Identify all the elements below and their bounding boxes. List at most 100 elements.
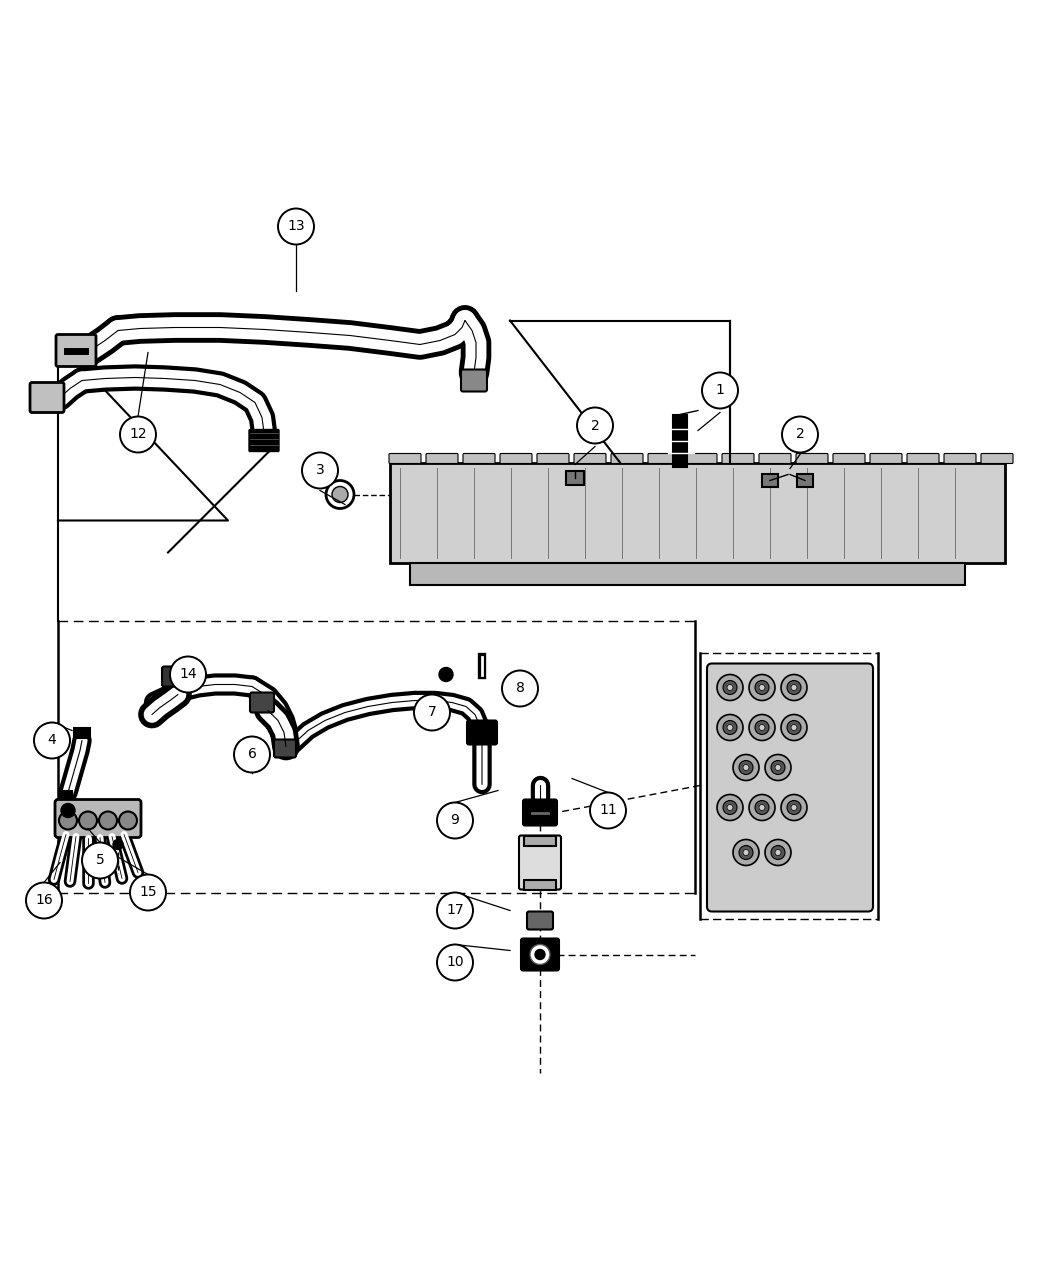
Text: 4: 4 <box>47 733 57 747</box>
FancyBboxPatch shape <box>56 334 96 366</box>
Text: 6: 6 <box>248 747 256 761</box>
Circle shape <box>791 724 797 731</box>
Circle shape <box>326 481 354 509</box>
FancyBboxPatch shape <box>410 562 965 584</box>
FancyBboxPatch shape <box>527 912 553 929</box>
Circle shape <box>130 875 166 910</box>
Circle shape <box>749 714 775 741</box>
FancyBboxPatch shape <box>944 454 977 464</box>
Circle shape <box>437 945 472 980</box>
FancyBboxPatch shape <box>74 728 90 737</box>
Circle shape <box>727 805 733 811</box>
Circle shape <box>727 685 733 691</box>
FancyBboxPatch shape <box>796 454 828 464</box>
Circle shape <box>733 755 759 780</box>
Circle shape <box>717 794 743 821</box>
Circle shape <box>79 811 97 830</box>
FancyBboxPatch shape <box>707 663 873 912</box>
Text: 10: 10 <box>446 955 464 969</box>
FancyBboxPatch shape <box>521 938 559 970</box>
Circle shape <box>278 209 314 245</box>
Text: 2: 2 <box>590 418 600 432</box>
Circle shape <box>59 811 77 830</box>
Text: 7: 7 <box>427 705 437 719</box>
Text: 13: 13 <box>288 219 304 233</box>
Circle shape <box>170 657 206 692</box>
Text: 2: 2 <box>796 427 804 441</box>
Circle shape <box>791 805 797 811</box>
Circle shape <box>502 671 538 706</box>
Circle shape <box>775 849 781 856</box>
Circle shape <box>788 801 801 815</box>
Circle shape <box>302 453 338 488</box>
Text: 16: 16 <box>35 894 52 908</box>
Circle shape <box>578 408 613 444</box>
FancyBboxPatch shape <box>388 454 421 464</box>
Circle shape <box>234 737 270 773</box>
Circle shape <box>775 765 781 770</box>
FancyBboxPatch shape <box>162 667 188 686</box>
Text: 14: 14 <box>180 668 196 682</box>
FancyBboxPatch shape <box>390 463 1005 562</box>
FancyBboxPatch shape <box>981 454 1013 464</box>
FancyBboxPatch shape <box>523 799 556 825</box>
FancyBboxPatch shape <box>685 454 717 464</box>
FancyBboxPatch shape <box>673 414 687 467</box>
Circle shape <box>771 760 785 774</box>
FancyBboxPatch shape <box>249 430 279 451</box>
FancyBboxPatch shape <box>250 692 274 713</box>
Text: 12: 12 <box>129 427 147 441</box>
Circle shape <box>755 681 769 695</box>
FancyBboxPatch shape <box>467 720 497 745</box>
Circle shape <box>590 793 626 829</box>
Text: 17: 17 <box>446 904 464 918</box>
Text: 9: 9 <box>450 813 460 827</box>
Circle shape <box>788 681 801 695</box>
Circle shape <box>61 803 75 817</box>
FancyBboxPatch shape <box>426 454 458 464</box>
Circle shape <box>723 801 737 815</box>
FancyBboxPatch shape <box>519 835 561 890</box>
FancyBboxPatch shape <box>907 454 939 464</box>
FancyBboxPatch shape <box>833 454 865 464</box>
Circle shape <box>765 839 791 866</box>
Circle shape <box>119 811 136 830</box>
FancyBboxPatch shape <box>55 799 141 838</box>
Text: 15: 15 <box>140 886 156 899</box>
Circle shape <box>34 723 70 759</box>
Circle shape <box>739 760 753 774</box>
Circle shape <box>782 417 818 453</box>
Text: 5: 5 <box>96 853 104 867</box>
FancyBboxPatch shape <box>870 454 902 464</box>
Text: 11: 11 <box>600 803 617 817</box>
Circle shape <box>99 811 117 830</box>
FancyBboxPatch shape <box>500 454 532 464</box>
Circle shape <box>723 681 737 695</box>
Circle shape <box>717 674 743 700</box>
FancyBboxPatch shape <box>30 382 64 413</box>
FancyBboxPatch shape <box>461 370 487 391</box>
FancyBboxPatch shape <box>524 880 557 890</box>
FancyBboxPatch shape <box>648 454 680 464</box>
Circle shape <box>781 714 807 741</box>
FancyBboxPatch shape <box>60 790 72 798</box>
Circle shape <box>781 674 807 700</box>
Circle shape <box>717 714 743 741</box>
FancyBboxPatch shape <box>537 454 569 464</box>
Text: 3: 3 <box>316 464 324 478</box>
FancyBboxPatch shape <box>759 454 791 464</box>
Circle shape <box>759 724 765 731</box>
FancyBboxPatch shape <box>762 474 778 487</box>
Circle shape <box>765 755 791 780</box>
Circle shape <box>82 843 118 878</box>
Circle shape <box>749 794 775 821</box>
Circle shape <box>332 487 348 502</box>
Circle shape <box>723 720 737 734</box>
Circle shape <box>743 765 749 770</box>
Circle shape <box>530 945 550 964</box>
FancyBboxPatch shape <box>797 474 813 487</box>
FancyBboxPatch shape <box>566 470 584 484</box>
FancyBboxPatch shape <box>722 454 754 464</box>
Circle shape <box>733 839 759 866</box>
Circle shape <box>749 674 775 700</box>
